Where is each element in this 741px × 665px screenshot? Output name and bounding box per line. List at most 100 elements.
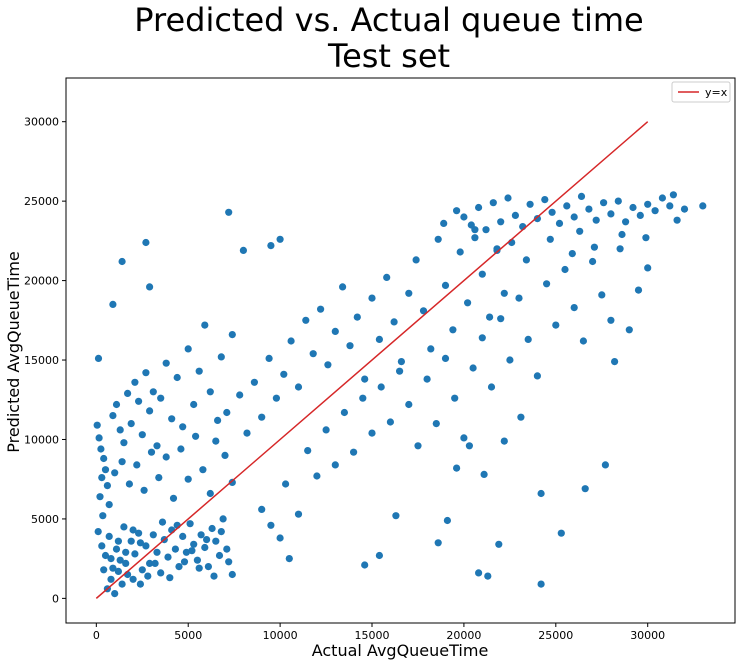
scatter-point xyxy=(146,559,154,568)
scatter-point xyxy=(561,265,569,274)
scatter-point xyxy=(267,242,275,250)
scatter-point xyxy=(464,299,472,307)
scatter-point xyxy=(287,337,295,345)
scatter-point xyxy=(405,289,413,297)
plot-background xyxy=(66,78,735,623)
scatter-point xyxy=(158,518,167,526)
scatter-point xyxy=(434,235,442,243)
scatter-point xyxy=(179,532,187,541)
scatter-point xyxy=(135,529,143,537)
scatter-point xyxy=(614,197,622,205)
scatter-point xyxy=(636,211,644,219)
scatter-point xyxy=(607,316,615,324)
scatter-point xyxy=(135,397,143,405)
scatter-point xyxy=(331,461,339,469)
scatter-point xyxy=(699,202,707,210)
scatter-point xyxy=(99,512,107,520)
scatter-point xyxy=(414,442,422,450)
scatter-point xyxy=(500,437,508,445)
scatter-point xyxy=(460,213,468,221)
scatter-point xyxy=(427,345,435,353)
scatter-point xyxy=(111,590,119,598)
scatter-point xyxy=(456,248,464,256)
scatter-point xyxy=(322,426,330,434)
scatter-point xyxy=(618,230,626,239)
scatter-point xyxy=(164,553,172,561)
scatter-point xyxy=(98,542,106,550)
scatter-point xyxy=(138,566,146,574)
scatter-point xyxy=(598,291,606,299)
scatter-point xyxy=(471,234,479,242)
scatter-point xyxy=(309,350,317,358)
scatter-point xyxy=(469,364,477,372)
scatter-point xyxy=(644,264,652,272)
scatter-point xyxy=(506,356,514,364)
scatter-point xyxy=(127,420,135,428)
y-tick-label: 20000 xyxy=(24,275,59,288)
reference-line-y-equals-x xyxy=(95,121,649,599)
scatter-point xyxy=(350,448,358,456)
scatter-point xyxy=(267,521,275,529)
scatter-point xyxy=(131,550,139,558)
scatter-point xyxy=(214,416,222,424)
scatter-point xyxy=(149,388,157,396)
scatter-point xyxy=(208,524,216,533)
scatter-point xyxy=(475,203,483,212)
scatter-point xyxy=(666,202,674,210)
scatter-point xyxy=(111,469,119,477)
scatter-point xyxy=(215,551,224,560)
scatter-point xyxy=(210,572,218,580)
scatter-point xyxy=(243,429,251,437)
scatter-point xyxy=(313,472,321,480)
scatter-point xyxy=(109,300,117,308)
scatter-point xyxy=(589,257,597,266)
scatter-point xyxy=(465,442,473,450)
scatter-point xyxy=(634,286,643,294)
chart-title-line-1: Predicted vs. Actual queue time xyxy=(134,1,643,39)
scatter-point xyxy=(276,235,284,243)
scatter-point xyxy=(100,566,108,574)
scatter-point xyxy=(294,383,303,391)
scatter-point xyxy=(611,358,619,366)
scatter-point xyxy=(557,529,565,537)
scatter-point xyxy=(206,489,214,498)
legend-box xyxy=(671,81,731,103)
scatter-point xyxy=(138,431,146,439)
scatter-point xyxy=(118,580,126,588)
scatter-point xyxy=(103,482,111,490)
scatter-point xyxy=(105,501,113,509)
scatter-point xyxy=(201,543,209,552)
scatter-point xyxy=(219,515,227,523)
scatter-point xyxy=(192,432,200,440)
scatter-point xyxy=(500,289,508,297)
scatter-point xyxy=(601,461,610,469)
scatter-point xyxy=(517,413,525,421)
scatter-point xyxy=(489,199,497,207)
scatter-point xyxy=(217,353,225,361)
legend-label: y=x xyxy=(705,86,728,99)
scatter-point xyxy=(511,211,519,219)
scatter-point xyxy=(124,389,132,397)
scatter-point xyxy=(361,561,369,569)
scatter-point xyxy=(151,559,159,568)
scatter-point xyxy=(199,466,207,474)
scatter-point xyxy=(405,400,413,409)
scatter-point xyxy=(577,192,586,200)
scatter-point xyxy=(504,194,512,202)
scatter-point xyxy=(570,304,578,312)
scatter-point xyxy=(93,421,101,429)
scatter-point xyxy=(460,434,468,442)
y-tick-label: 15000 xyxy=(24,354,59,367)
scatter-point xyxy=(441,354,450,362)
scatter-point xyxy=(590,243,599,251)
scatter-point xyxy=(353,313,361,321)
scatter-point xyxy=(175,563,183,571)
scatter-point xyxy=(585,205,593,213)
scatter-point xyxy=(122,559,130,568)
scatter-point xyxy=(100,454,108,463)
scatter-point xyxy=(497,218,505,226)
scatter-point xyxy=(265,354,273,362)
plot-area xyxy=(65,77,736,624)
scatter-point xyxy=(94,354,103,362)
